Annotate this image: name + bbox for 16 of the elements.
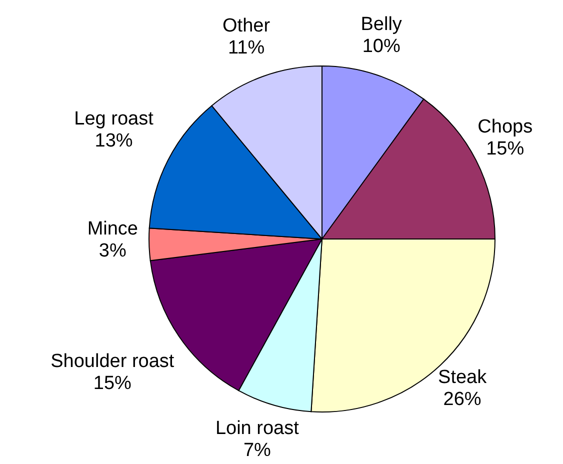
- data-label: 11%: [228, 38, 265, 59]
- slice-label: Chops: [478, 116, 533, 138]
- slice-label: Shoulder roast: [50, 351, 175, 372]
- data-label: 26%: [443, 388, 482, 410]
- data-label: 10%: [362, 36, 400, 58]
- slice-label: Steak: [438, 366, 488, 388]
- data-label: 7%: [243, 440, 272, 462]
- slice-label: Mince: [87, 218, 138, 240]
- data-label: 15%: [486, 138, 524, 160]
- data-label: 15%: [93, 373, 132, 394]
- slice-label: Loin roast: [215, 418, 300, 440]
- slice-label: Other: [222, 16, 271, 37]
- slice-label: Leg roast: [74, 108, 154, 130]
- slice-label: Belly: [360, 14, 402, 36]
- data-label: 3%: [98, 240, 127, 262]
- data-label: 13%: [94, 130, 133, 152]
